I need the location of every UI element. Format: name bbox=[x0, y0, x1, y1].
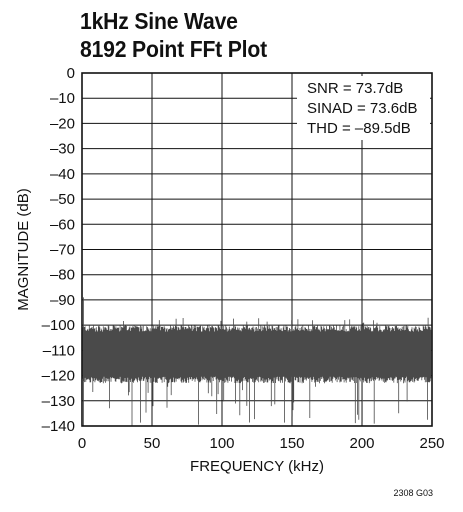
snr-annotation: SNR = 73.7dB bbox=[307, 80, 403, 97]
y-tick-label: 0 bbox=[67, 65, 75, 82]
annotation-background bbox=[297, 76, 430, 140]
y-tick-label: –90 bbox=[50, 292, 75, 309]
thd-annotation: THD = –89.5dB bbox=[307, 120, 411, 137]
y-tick-label: –120 bbox=[42, 368, 75, 385]
y-tick-label: –140 bbox=[42, 418, 75, 435]
y-tick-label: –10 bbox=[50, 90, 75, 107]
x-tick-label: 100 bbox=[209, 435, 234, 452]
x-tick-labels: 0 50 100 150 200 250 bbox=[78, 435, 445, 452]
x-tick-label: 200 bbox=[349, 435, 374, 452]
y-tick-labels: 0 –10 –20 –30 –40 –50 –60 –70 –80 –90 –100 –110 –120… bbox=[42, 65, 75, 435]
x-tick-label: 50 bbox=[144, 435, 161, 452]
y-tick-label: –40 bbox=[50, 166, 75, 183]
plot-frame bbox=[81, 72, 433, 427]
chart-subtitle: 8192 Point FFt Plot bbox=[80, 36, 267, 62]
chart-title: 1kHz Sine Wave bbox=[80, 8, 238, 34]
y-tick-label: –20 bbox=[50, 115, 75, 132]
y-tick-label: –60 bbox=[50, 216, 75, 233]
y-tick-label: –100 bbox=[42, 317, 75, 334]
y-tick-label: –50 bbox=[50, 191, 75, 208]
y-tick-label: –110 bbox=[43, 342, 75, 359]
sinad-annotation: SINAD = 73.6dB bbox=[307, 100, 417, 117]
figure-id: 2308 G03 bbox=[393, 488, 433, 498]
fft-series bbox=[82, 297, 432, 426]
x-tick-label: 150 bbox=[279, 435, 304, 452]
noise-floor-band bbox=[83, 335, 431, 376]
y-tick-label: –30 bbox=[50, 141, 75, 158]
y-tick-label: –80 bbox=[50, 267, 75, 284]
y-tick-label: –70 bbox=[50, 242, 75, 259]
x-tick-label: 0 bbox=[78, 435, 86, 452]
x-tick-label: 250 bbox=[419, 435, 444, 452]
y-axis-label: MAGNITUDE (dB) bbox=[15, 188, 32, 311]
x-axis-label: FREQUENCY (kHz) bbox=[190, 458, 324, 475]
y-tick-label: –130 bbox=[42, 393, 75, 410]
